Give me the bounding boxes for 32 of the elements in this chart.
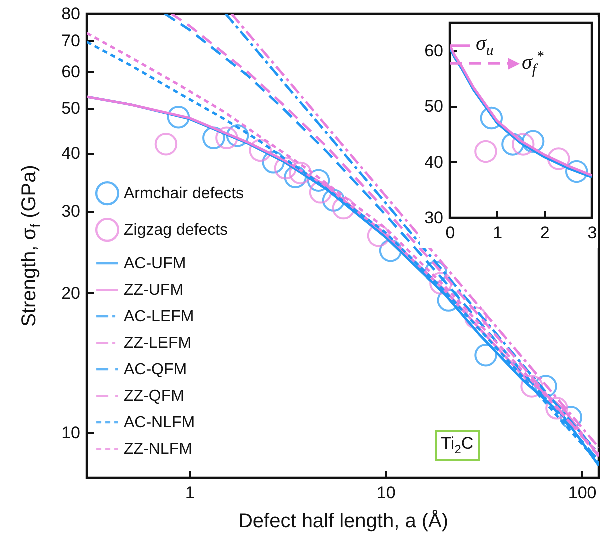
legend-label: ZZ-QFM <box>124 388 184 406</box>
y-tick-label: 30 <box>62 202 80 222</box>
x-tick-label: 3 <box>588 224 598 242</box>
y-tick-label: 60 <box>424 41 444 60</box>
x-tick-label: 10 <box>376 484 396 502</box>
y-tick-label: 50 <box>62 99 80 118</box>
x-tick-label: 1 <box>493 224 503 242</box>
y-tick-label: 20 <box>62 284 80 303</box>
legend-label: AC-LEFM <box>124 308 194 326</box>
y-tick-label: 30 <box>424 208 444 228</box>
x-tick-label: 100 <box>568 484 597 502</box>
ref-line-label: σ$_{u}$ <box>476 30 494 60</box>
legend-label: Zigzag defects <box>124 222 228 240</box>
x-axis-title: Defect half length, a (Å) <box>238 510 449 532</box>
legend-label: AC-QFM <box>124 362 188 379</box>
y-tick-label: 40 <box>62 144 80 164</box>
legend-label: AC-NLFM <box>124 414 196 432</box>
annotation: Ti$_{2}$C <box>435 430 480 462</box>
y-tick-label: 60 <box>62 62 80 82</box>
legend-label: ZZ-UFM <box>124 282 184 300</box>
y-tick-label: 40 <box>424 152 444 172</box>
x-tick-label: 0 <box>446 224 456 242</box>
x-tick-label: 1 <box>185 484 195 502</box>
y-tick-label: 10 <box>62 424 80 443</box>
legend-label: Armchair defects <box>124 186 244 203</box>
y-tick-label: 70 <box>62 31 80 50</box>
legend-label: ZZ-LEFM <box>124 335 192 352</box>
y-tick-label: 50 <box>424 97 444 116</box>
legend-label: ZZ-NLFM <box>124 441 192 458</box>
legend-label: AC-UFM <box>124 256 186 273</box>
y-tick-label: 80 <box>62 4 80 24</box>
x-tick-label: 2 <box>540 224 550 242</box>
